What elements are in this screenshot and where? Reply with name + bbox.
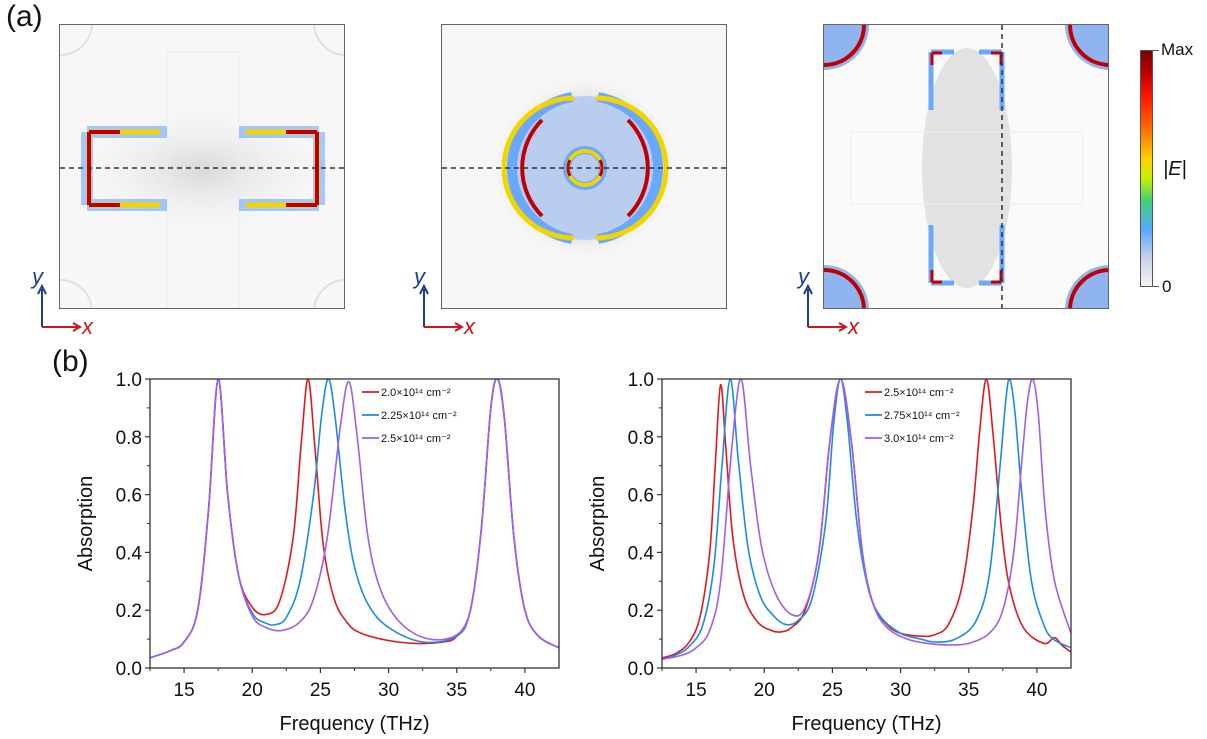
hotspot-right	[239, 126, 325, 211]
x-axis-label: Frequency (THz)	[791, 713, 941, 735]
xy-axes-glyph-3: y x	[796, 264, 860, 334]
colorbar-min-label: 0	[1162, 277, 1172, 296]
cross-outline	[850, 131, 1084, 205]
series-line-2	[662, 379, 1071, 661]
colorbar-tick-min	[1153, 286, 1159, 287]
y-tick-label: 0.0	[628, 659, 654, 680]
x-tick-label: 30	[890, 680, 911, 701]
legend-label-1: 2.75×10¹⁴ cm⁻²	[884, 410, 960, 422]
y-tick-label: 1.0	[116, 370, 142, 391]
x-tick-label: 25	[310, 680, 331, 701]
legend-label-0: 2.5×10¹⁴ cm⁻²	[884, 387, 954, 399]
y-axis-label: y	[412, 264, 427, 289]
field-map-1-graphic	[60, 25, 344, 308]
series-line-0	[662, 379, 1071, 659]
x-tick-label: 25	[822, 680, 843, 701]
corner-hotspots	[824, 25, 1108, 308]
field-map-1	[59, 24, 345, 309]
x-axis-label: Frequency (THz)	[279, 713, 429, 735]
x-tick-label: 20	[754, 680, 775, 701]
x-tick-label: 15	[686, 680, 707, 701]
colorbar-quantity-label: |E|	[1163, 158, 1187, 180]
plot-frame	[661, 378, 1072, 669]
field-map-2	[441, 24, 727, 309]
x-tick-label: 40	[514, 680, 535, 701]
x-tick-label: 20	[242, 680, 263, 701]
x-tick-label: 30	[378, 680, 399, 701]
cross-outline	[166, 51, 240, 308]
hotspot-left	[81, 126, 167, 211]
panel-b-label: (b)	[52, 345, 89, 378]
colorbar-max-label: Max	[1161, 40, 1194, 59]
y-axis-label: Absorption	[75, 476, 97, 572]
y-tick-label: 0.6	[116, 486, 142, 507]
legend-label-2: 2.5×10¹⁴ cm⁻²	[381, 433, 451, 445]
outer-arc-right	[597, 92, 663, 244]
field-map-3-graphic	[824, 25, 1108, 308]
y-tick-label: 0.0	[116, 659, 142, 680]
outer-arc-left	[507, 92, 573, 244]
corner-arcs	[60, 25, 344, 308]
y-axis-label: Absorption	[587, 476, 609, 572]
field-glow	[63, 100, 343, 240]
center-hotspots	[928, 49, 1005, 286]
x-axis-label: x	[847, 314, 860, 334]
xy-axes-glyph-1: y x	[30, 264, 94, 334]
y-tick-label: 0.6	[628, 486, 654, 507]
absorption-chart-right: 15 20 25 30 35 40 0.0 0.2 0.4 0.6 0.8 1.0 Frequency …	[587, 370, 1072, 735]
x-tick-label: 35	[958, 680, 979, 701]
x-tick-label: 40	[1026, 680, 1047, 701]
y-tick-label: 0.2	[628, 601, 654, 622]
field-map-2-graphic	[442, 73, 726, 263]
colorbar-tick-max	[1153, 50, 1159, 51]
field-glow	[922, 48, 1012, 288]
colorbar	[1140, 50, 1153, 287]
y-tick-label: 1.0	[628, 370, 654, 391]
x-axis-label: x	[463, 314, 476, 334]
y-tick-label: 0.2	[116, 601, 142, 622]
field-map-3	[823, 24, 1109, 309]
y-tick-label: 0.8	[628, 428, 654, 449]
legend-label-2: 3.0×10¹⁴ cm⁻²	[884, 433, 954, 445]
legend-label-0: 2.0×10¹⁴ cm⁻²	[381, 387, 451, 399]
legend-label-1: 2.25×10¹⁴ cm⁻²	[381, 410, 457, 422]
plot-frame	[149, 378, 560, 669]
x-axis-label: x	[81, 314, 94, 334]
x-tick-label: 35	[446, 680, 467, 701]
absorption-chart-left: 15 20 25 30 35 40 0.0 0.2 0.4 0.6 0.8 1.0 Frequency …	[75, 370, 560, 735]
y-tick-label: 0.4	[628, 543, 655, 564]
y-axis-label: y	[796, 264, 811, 289]
series-line-1	[662, 379, 1071, 661]
series-line-2	[150, 379, 559, 659]
y-tick-label: 0.4	[116, 543, 143, 564]
x-tick-label: 15	[174, 680, 195, 701]
y-tick-label: 0.8	[116, 428, 142, 449]
xy-axes-glyph-2: y x	[412, 264, 476, 334]
y-axis-label: y	[30, 264, 45, 289]
panel-a-label: (a)	[6, 0, 43, 33]
